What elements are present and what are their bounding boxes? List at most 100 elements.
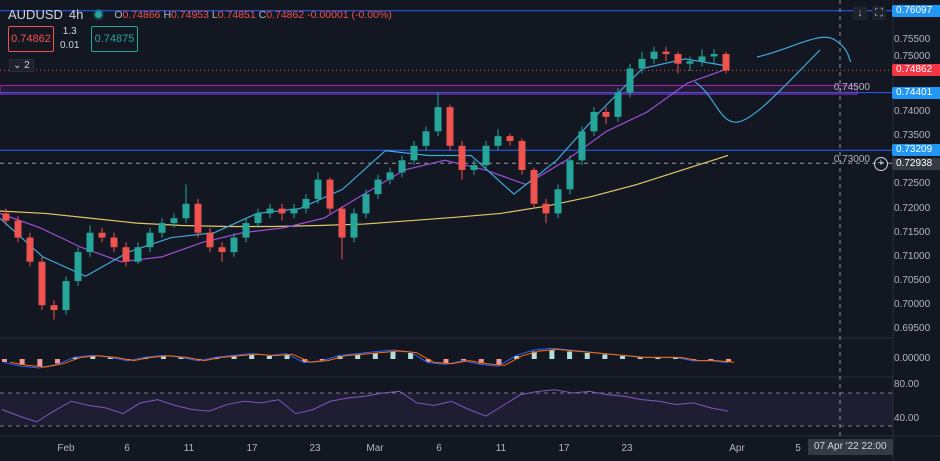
high-value: 0.74953 bbox=[171, 8, 209, 21]
support-zone bbox=[0, 84, 858, 95]
candle-body bbox=[218, 247, 226, 253]
candle-body bbox=[434, 107, 442, 132]
candle-body bbox=[2, 213, 10, 221]
macd-histogram-bar bbox=[637, 357, 643, 359]
ma-long-line bbox=[0, 154, 729, 228]
rsi-tick-label: 40.00 bbox=[894, 413, 920, 424]
candle-body bbox=[278, 208, 286, 214]
candle-body bbox=[266, 208, 274, 214]
time-tick-label: 11 bbox=[495, 443, 507, 454]
macd-histogram-bar bbox=[425, 359, 431, 362]
time-tick-label: 11 bbox=[183, 443, 195, 454]
add-alert-plus-icon[interactable]: + bbox=[874, 157, 888, 171]
close-value: 0.74862 bbox=[266, 8, 305, 21]
price-tick-label: 0.75500 bbox=[894, 33, 931, 45]
interval[interactable]: 4h bbox=[68, 7, 84, 22]
candle-body bbox=[230, 237, 238, 253]
macd-histogram-bar bbox=[284, 354, 290, 359]
projection-curve bbox=[756, 36, 852, 63]
arrow-down-icon[interactable]: ↓ bbox=[853, 6, 867, 20]
macd-histogram-bar bbox=[620, 356, 626, 359]
macd-histogram-bar bbox=[90, 356, 96, 359]
last-price-tag: 0.74862 bbox=[892, 64, 940, 77]
macd-histogram-bar bbox=[266, 356, 272, 359]
macd-histogram-bar bbox=[390, 351, 396, 359]
open-label: O bbox=[114, 8, 123, 21]
rsi-line bbox=[1, 389, 729, 423]
macd-histogram-bar bbox=[160, 356, 166, 359]
rsi-tick-label: 80.00 bbox=[894, 379, 920, 390]
candle-body bbox=[38, 261, 46, 306]
macd-histogram-bar bbox=[19, 359, 25, 365]
change-value: -0.00001 (-0.00%) bbox=[307, 8, 392, 21]
macd-signal-line bbox=[9, 348, 735, 368]
candle-body bbox=[446, 107, 454, 146]
candle-body bbox=[458, 145, 466, 170]
candle-body bbox=[182, 203, 190, 219]
candle-body bbox=[422, 131, 430, 146]
candle-body bbox=[314, 179, 322, 199]
horizontal-line-price-tag: 0.73209 bbox=[892, 144, 940, 157]
candle-body bbox=[242, 223, 250, 238]
time-tick-label: Feb bbox=[57, 443, 75, 454]
time-tick-label: 5 bbox=[795, 443, 801, 454]
time-tick-label: 6 bbox=[436, 443, 442, 454]
low-label: L bbox=[211, 8, 218, 21]
candle-body bbox=[302, 198, 310, 209]
candle-body bbox=[542, 203, 550, 214]
price-tick-label: 0.73000 bbox=[833, 154, 870, 166]
symbol-name[interactable]: AUDUSD bbox=[8, 7, 63, 22]
candle-body bbox=[290, 208, 298, 214]
fullscreen-icon[interactable]: ⛶ bbox=[872, 6, 886, 20]
market-status-dot-icon bbox=[95, 11, 103, 18]
macd-histogram-bar bbox=[514, 356, 520, 359]
candle-body bbox=[518, 140, 526, 170]
time-tick-label: 17 bbox=[558, 443, 570, 454]
price-tick-label: 0.74000 bbox=[894, 106, 931, 117]
macd-histogram-bar bbox=[231, 356, 237, 359]
close-label: C bbox=[258, 8, 267, 21]
time-tick-label: 6 bbox=[124, 443, 130, 454]
candle-body bbox=[662, 51, 670, 55]
candle-body bbox=[566, 160, 574, 190]
candle-body bbox=[146, 232, 154, 248]
price-tick-label: 0.70000 bbox=[894, 299, 931, 311]
candle-body bbox=[722, 54, 730, 71]
candle-body bbox=[86, 232, 94, 253]
macd-histogram-bar bbox=[549, 350, 555, 359]
candle-body bbox=[494, 136, 502, 146]
macd-histogram-bar bbox=[2, 359, 7, 362]
candle-body bbox=[374, 179, 382, 195]
time-tick-label: Apr bbox=[729, 443, 745, 454]
price-tick-label: 0.73500 bbox=[894, 130, 931, 142]
candle-body bbox=[614, 92, 622, 117]
symbol-legend: AUDUSD 4h O0.74866 H0.74953 L0.74851 C0.… bbox=[8, 7, 392, 22]
candle-body bbox=[158, 223, 166, 233]
candle-body bbox=[686, 61, 694, 64]
candle-body bbox=[674, 54, 682, 64]
candle-body bbox=[110, 237, 118, 248]
candle-body bbox=[638, 58, 646, 69]
buy-button[interactable]: 0.74875 bbox=[91, 26, 138, 52]
sell-button[interactable]: 0.74862 bbox=[8, 26, 54, 52]
candle-body bbox=[122, 247, 130, 262]
candle-body bbox=[26, 237, 34, 262]
candle-body bbox=[470, 165, 478, 170]
candle-body bbox=[194, 203, 202, 233]
collapse-indicators-button[interactable]: ⌄ 2 bbox=[9, 59, 34, 72]
candle-body bbox=[74, 252, 82, 282]
macd-histogram-bar bbox=[249, 354, 255, 359]
price-tick-label: 0.71000 bbox=[894, 250, 931, 262]
macd-histogram-bar bbox=[54, 359, 60, 364]
spread-bottom: 0.01 bbox=[60, 40, 80, 51]
macd-histogram-bar bbox=[302, 359, 308, 362]
horizontal-line-price-tag: 0.76097 bbox=[892, 4, 940, 17]
ohlc-values: O0.74866 H0.74953 L0.74851 C0.74862 -0.0… bbox=[114, 9, 391, 21]
macd-histogram-bar bbox=[372, 353, 378, 359]
candle-body bbox=[590, 112, 598, 132]
macd-histogram-bar bbox=[178, 357, 184, 359]
candle-body bbox=[326, 179, 334, 209]
macd-histogram-bar bbox=[602, 354, 608, 359]
time-tick-label: Mar bbox=[366, 443, 384, 454]
